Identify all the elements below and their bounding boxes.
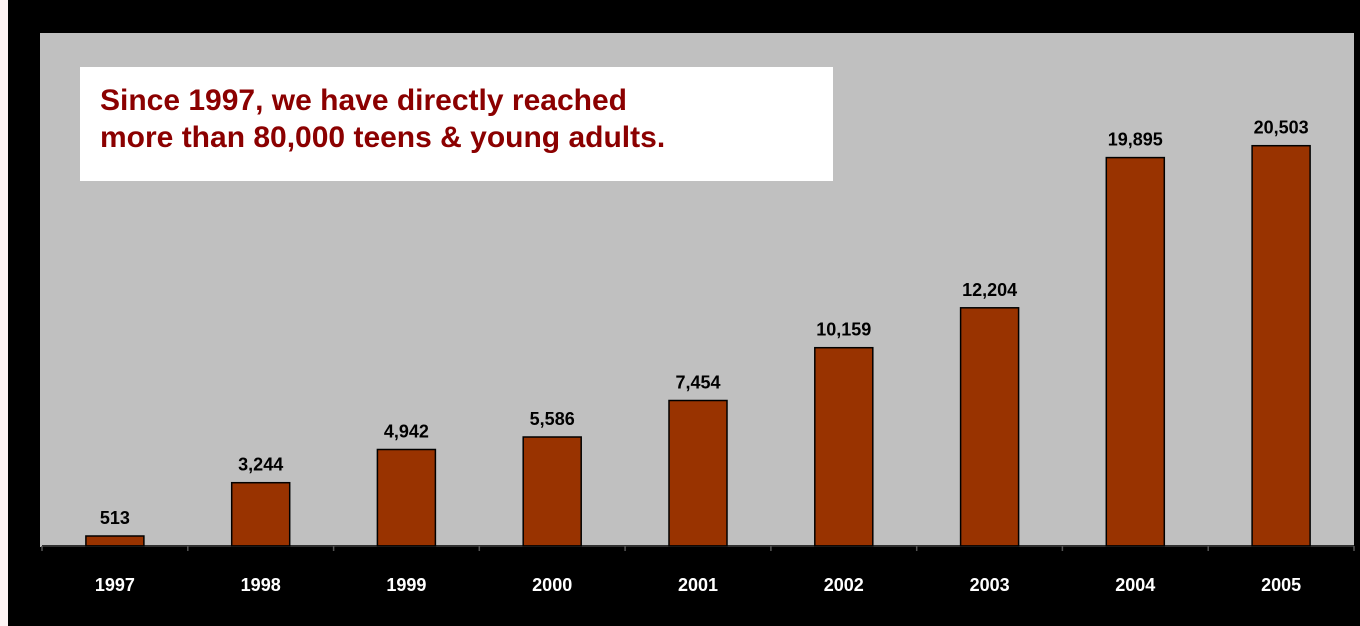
category-label-2003: 2003 (970, 575, 1010, 595)
callout-line-1: Since 1997, we have directly reached (100, 84, 627, 117)
bar-1998 (230, 481, 291, 547)
bar-2000 (522, 436, 582, 547)
value-label-2002: 10,159 (816, 320, 871, 340)
summary-callout: Since 1997, we have directly reached mor… (80, 67, 833, 181)
category-label-1997: 1997 (95, 575, 135, 595)
category-label-1998: 1998 (241, 575, 281, 595)
category-label-2005: 2005 (1261, 575, 1301, 595)
callout-line-2: more than 80,000 teens & young adults. (100, 121, 666, 154)
value-label-1998: 3,244 (238, 455, 283, 475)
category-label-1999: 1999 (386, 575, 426, 595)
value-label-2001: 7,454 (675, 373, 720, 393)
bar-1999 (376, 448, 437, 547)
x-axis (41, 545, 1355, 551)
value-label-1997: 513 (100, 508, 130, 528)
bar-2001 (668, 399, 728, 547)
value-label-2003: 12,204 (962, 280, 1017, 300)
category-label-2001: 2001 (678, 575, 718, 595)
bar-2002 (814, 346, 874, 547)
value-label-2005: 20,503 (1254, 118, 1309, 138)
category-label-2000: 2000 (532, 575, 572, 595)
value-label-2000: 5,586 (530, 409, 575, 429)
category-label-2002: 2002 (824, 575, 864, 595)
bars-layer (85, 144, 1311, 547)
bar-1997 (85, 535, 145, 547)
labels-layer: 513 1997 3,244 1998 4,942 1999 5,586 2000 7,454 2… (95, 118, 1309, 595)
value-label-2004: 19,895 (1108, 130, 1163, 150)
bar-2005 (1251, 144, 1311, 547)
value-label-1999: 4,942 (384, 422, 429, 442)
bar-2003 (959, 307, 1020, 547)
category-label-2004: 2004 (1115, 575, 1155, 595)
bar-2004 (1105, 156, 1166, 547)
